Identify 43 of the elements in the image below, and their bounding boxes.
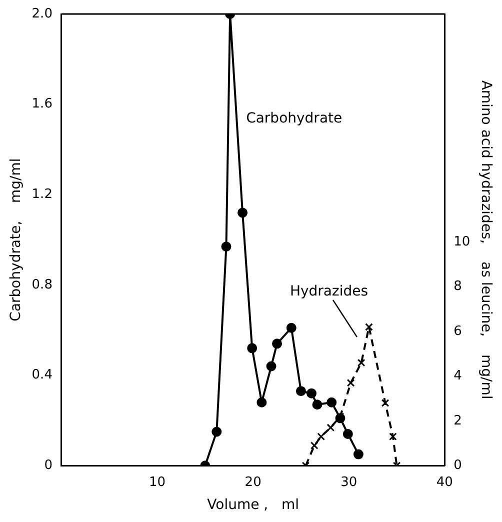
x-axis-title: Volume , ml [207, 497, 299, 514]
y2-tick-label: 8 [454, 279, 462, 294]
y-tick-label: 1.2 [32, 187, 52, 202]
point [272, 338, 282, 349]
point [365, 323, 373, 331]
point [310, 442, 318, 450]
point [238, 208, 248, 218]
x-tick-label: 20 [244, 474, 262, 490]
x-tick-label: 30 [340, 474, 358, 490]
y2-tick-label: 0 [454, 458, 462, 473]
y-tick-label: 1.6 [32, 96, 52, 112]
point [326, 424, 335, 432]
y2-tick-label: 2 [454, 413, 462, 428]
point [342, 428, 353, 439]
point [312, 400, 322, 410]
point [326, 397, 337, 408]
x-tick-label: 10 [148, 474, 166, 490]
x-tick-label: 40 [436, 474, 453, 490]
y-tick-label: 0.4 [32, 368, 52, 383]
point [381, 399, 390, 407]
point [306, 388, 316, 398]
y2-tick-label: 4 [454, 368, 462, 384]
point [353, 449, 364, 460]
point [388, 432, 397, 440]
point [256, 397, 267, 408]
y-tick-label: 2.0 [32, 6, 52, 22]
y-axis-title: Carbohydrate, mg/ml [8, 158, 24, 322]
point [357, 358, 366, 367]
point [317, 432, 326, 440]
point [221, 242, 232, 252]
y2-axis-title: Amino acid hydrazides, as leucine, mg/ml [478, 80, 494, 400]
y2-tick-label: 10 [454, 234, 470, 250]
y2-tick-label: 6 [454, 324, 462, 339]
point [346, 378, 355, 387]
point [247, 343, 258, 354]
point [266, 361, 276, 372]
y-tick-label: 0 [44, 458, 52, 473]
point [286, 322, 296, 333]
series-label: Hydrazides [290, 284, 368, 300]
point [296, 386, 306, 396]
point [212, 426, 222, 437]
y-tick-label: 0.8 [32, 277, 52, 292]
series-label: Carbohydrate [246, 110, 342, 127]
